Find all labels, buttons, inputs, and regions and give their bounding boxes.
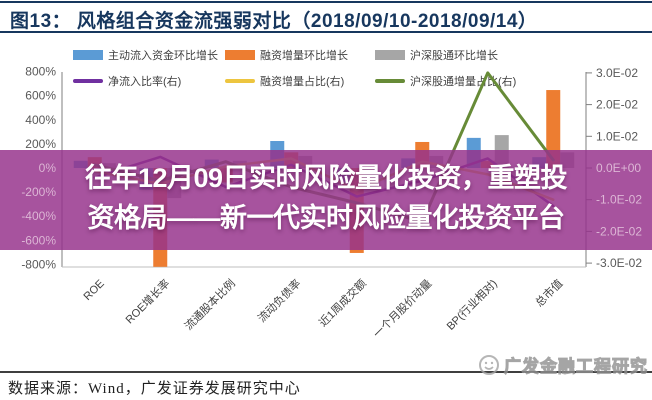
right-axis-tick-label: 3.0E-02 xyxy=(596,66,638,80)
legend-item-active-inflow-growth: 主动流入资金环比增长 xyxy=(73,49,218,62)
bar-margin-increase-growth xyxy=(546,90,561,168)
footer-divider-rule xyxy=(0,371,652,373)
brand-watermark: 广发金融工程研究 xyxy=(478,352,648,377)
legend-swatch-margin-increase-growth xyxy=(225,50,255,60)
left-axis-tick-label: -800% xyxy=(21,257,56,271)
watermark-label: 广发金融工程研究 xyxy=(504,357,648,377)
legend-item-margin-share: 融资增量占比(右) xyxy=(225,75,345,88)
right-axis-tick-label: -3.0E-02 xyxy=(596,256,642,270)
left-axis-tick-label: 400% xyxy=(25,113,56,127)
legend-swatch-northbound-share xyxy=(375,79,405,83)
brand-logo-icon xyxy=(479,354,499,375)
left-axis-tick-label-inband: -600% xyxy=(21,233,56,247)
right-axis-tick-label-inband: -2.0E-02 xyxy=(596,224,642,238)
legend-item-margin-increase-growth: 融资增量环比增长 xyxy=(225,49,348,62)
legend-swatch-net-inflow-ratio xyxy=(73,79,103,83)
legend-swatch-active-inflow-growth xyxy=(73,50,103,60)
legend-label: 净流入比率(右) xyxy=(108,76,182,88)
title-divider-rule xyxy=(0,31,652,33)
legend-swatch-margin-share xyxy=(225,79,255,83)
left-axis-tick-label-inband: -400% xyxy=(21,209,56,223)
promo-overlay-text: 往年12月09日实时风险量化投资，重塑投 资格局——新一代实时风险量化投资平台 xyxy=(56,150,596,238)
legend-item-northbound-share: 沪深股通增量占比(右) xyxy=(375,75,517,88)
left-axis-tick-label: 600% xyxy=(25,89,56,103)
left-axis-tick-label: 200% xyxy=(25,137,56,151)
legend-label: 沪深股通增量占比(右) xyxy=(410,76,517,88)
right-axis-tick-label: 1.0E-02 xyxy=(596,129,638,143)
right-axis-tick-label: 2.0E-02 xyxy=(596,98,638,112)
legend-label: 融资增量占比(右) xyxy=(260,76,345,88)
left-axis-tick-label: 800% xyxy=(25,65,56,79)
right-axis-tick-label-inband: -1.0E-02 xyxy=(596,193,642,207)
left-axis-tick-label-inband: -200% xyxy=(21,185,56,199)
legend-label: 主动流入资金环比增长 xyxy=(108,50,218,62)
legend-label: 融资增量环比增长 xyxy=(260,50,348,62)
figure-title: 图13： 风格组合资金流强弱对比（2018/09/10-2018/09/14） xyxy=(10,11,538,32)
promo-overlay-banner: 往年12月09日实时风险量化投资，重塑投 资格局——新一代实时风险量化投资平台 xyxy=(0,150,652,250)
legend-item-net-inflow-ratio: 净流入比率(右) xyxy=(73,75,182,88)
data-source-note: 数据来源：Wind，广发证券发展研究中心 xyxy=(8,381,301,397)
promo-line-1: 往年12月09日实时风险量化投资，重塑投 xyxy=(84,163,568,193)
legend-label: 沪深股通环比增长 xyxy=(410,50,498,62)
promo-line-2: 资格局——新一代实时风险量化投资平台 xyxy=(87,203,566,233)
left-axis-tick-label-inband: 0% xyxy=(39,161,57,175)
right-axis-tick-label-inband: 0.0E+00 xyxy=(596,161,641,175)
top-border-rule xyxy=(0,1,652,3)
legend-item-northbound-growth: 沪深股通环比增长 xyxy=(375,49,498,62)
legend-swatch-northbound-growth xyxy=(375,50,405,60)
